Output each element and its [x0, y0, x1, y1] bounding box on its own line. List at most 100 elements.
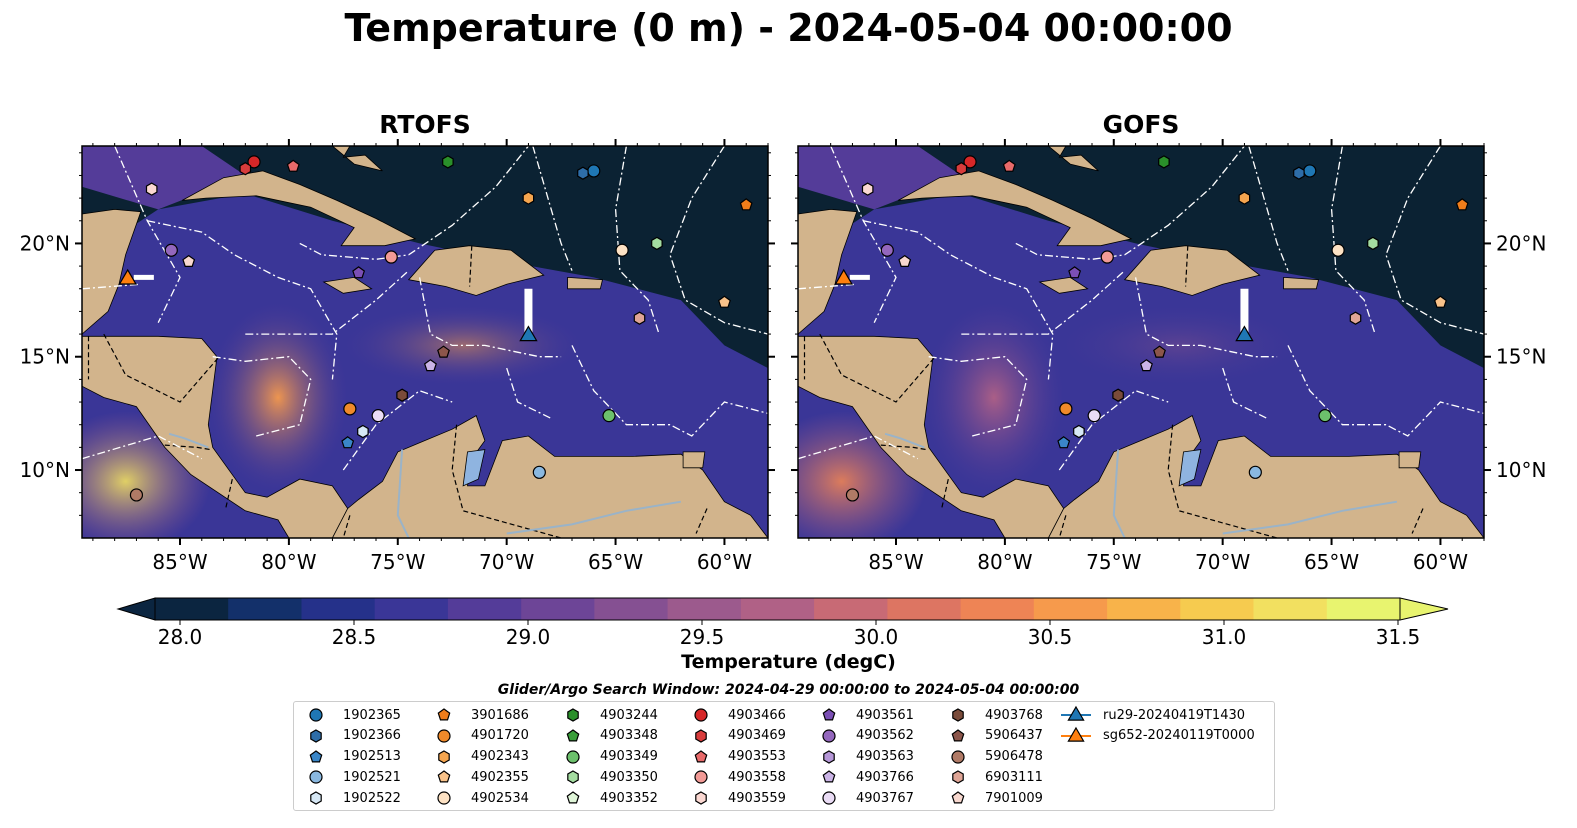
legend-marker [822, 791, 836, 805]
float-marker-4903553 [1002, 159, 1016, 172]
float-marker-4901720 [1059, 402, 1073, 416]
land-florida [943, 146, 1006, 147]
eez-boundary [571, 345, 768, 437]
eez-boundary [82, 435, 203, 460]
legend-item: 5906478 [941, 747, 1043, 767]
lon-tick-label: 70°W [1195, 550, 1250, 574]
warm-patch [924, 302, 1064, 493]
land-trinidad [682, 451, 706, 469]
float-marker-1902522 [1073, 424, 1085, 439]
legend-item: 1902366 [299, 726, 401, 746]
land-yucatan [798, 208, 858, 335]
legend-marker [566, 791, 580, 804]
float-marker-1902521 [1248, 465, 1262, 479]
legend-label: 4903766 [856, 769, 914, 785]
legend-symbol [309, 770, 323, 784]
legend-marker [695, 729, 707, 743]
legend-label: 4903352 [600, 790, 658, 806]
legend-triangle [1067, 705, 1085, 721]
colorbar-segment [228, 598, 302, 620]
legend-item: 4903768 [941, 705, 1043, 725]
colorbar-segment [887, 598, 962, 620]
lon-tick-label: 85°W [152, 550, 207, 574]
colorbar-segment [155, 598, 229, 620]
colorbar: 28.0 28.5 29.0 29.5 30.0 30.5 31.0 31.5 [116, 597, 1449, 649]
country-border [880, 444, 927, 451]
legend-label: ru29-20240419T1430 [1103, 707, 1246, 723]
colorbar-tick-label: 29.5 [680, 625, 725, 649]
country-border [342, 515, 351, 538]
legend-label: 5906478 [985, 749, 1043, 765]
land-bahamas [1047, 146, 1099, 172]
legend-marker [437, 729, 451, 743]
eez-boundary [114, 146, 181, 323]
legend-symbol [566, 729, 580, 742]
legend-marker [437, 708, 451, 721]
eez-boundary [798, 435, 919, 460]
colorbar-segment [301, 598, 376, 620]
legend: 1902365 1902366 1902513 1902521 1902522 39016… [293, 701, 1275, 811]
glider-marker [1235, 325, 1254, 342]
lon-tick-label: 75°W [370, 550, 425, 574]
lat-tick-label: 15°N [1496, 345, 1546, 369]
land-florida [227, 146, 290, 147]
legend-label: 6903111 [985, 769, 1043, 785]
legend-symbol [566, 749, 580, 764]
float-marker-4903562 [880, 243, 894, 257]
legend-symbol [695, 729, 707, 743]
float-marker-4903559 [145, 182, 158, 196]
float-marker-1902366 [1293, 166, 1305, 180]
legend-symbol [438, 749, 450, 764]
legend-item: 4902355 [427, 767, 529, 787]
colorbar-segment [1253, 598, 1328, 620]
river [168, 432, 209, 449]
legend-symbol [694, 708, 708, 722]
legend-label: 5906437 [985, 728, 1043, 744]
float-marker-4903350 [1367, 236, 1379, 251]
panel-title-left: RTOFS [379, 110, 471, 139]
legend-item: 4903466 [684, 705, 786, 725]
country-border [819, 333, 936, 403]
legend-marker [567, 708, 579, 722]
float-marker-4902343 [522, 191, 535, 205]
legend-marker [952, 770, 964, 785]
float-marker-5906478 [845, 488, 860, 502]
legend-item: 4903563 [812, 747, 914, 767]
legend-symbol [822, 729, 836, 743]
eez-boundary [1330, 146, 1376, 335]
eez-boundary [669, 146, 768, 335]
legend-symbol [567, 770, 579, 785]
land-yucatan [82, 208, 142, 335]
float-marker-5906437 [1153, 345, 1166, 358]
colorbar-segment [1326, 598, 1401, 620]
legend-marker [822, 708, 836, 721]
land-cuba [898, 170, 1133, 247]
colorbar-tick-label: 31.5 [1376, 625, 1421, 649]
colorbar-segment [960, 598, 1035, 620]
legend-marker [695, 791, 707, 805]
eez-boundary [147, 220, 338, 380]
float-marker-4903562 [164, 243, 178, 257]
legend-item: 1902513 [299, 747, 401, 767]
colorbar-segment [667, 598, 742, 620]
float-marker-4903561 [352, 266, 366, 279]
lat-tick-label: 20°N [1496, 231, 1546, 255]
land-south-america [331, 415, 768, 538]
eez-boundary [1385, 146, 1484, 335]
legend-symbol [952, 770, 964, 785]
float-marker-4903469 [239, 162, 252, 176]
legend-marker [951, 729, 965, 742]
legend-item: 4903562 [812, 726, 914, 746]
legend-marker [951, 791, 965, 804]
eez-boundary [212, 356, 312, 437]
colorbar-tick-label: 28.0 [158, 625, 203, 649]
float-marker-4903766 [1139, 359, 1153, 372]
legend-symbol [437, 770, 451, 783]
legend-symbol [695, 791, 707, 805]
float-marker-5906478 [129, 488, 144, 502]
colorbar-segment [374, 598, 449, 620]
float-marker-1902522 [357, 424, 369, 439]
eez-boundary [1248, 146, 1289, 271]
legend-marker [822, 770, 836, 783]
lon-tick-label: 70°W [479, 550, 534, 574]
